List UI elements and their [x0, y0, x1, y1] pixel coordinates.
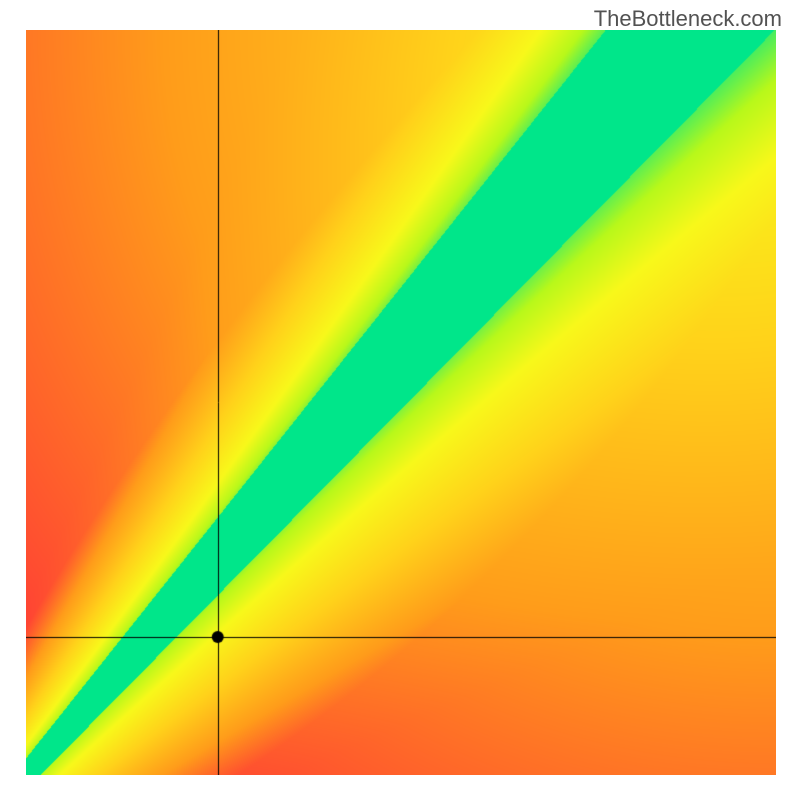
chart-container: TheBottleneck.com: [0, 0, 800, 800]
heatmap-canvas: [26, 30, 776, 775]
watermark-text: TheBottleneck.com: [594, 6, 782, 32]
plot-area: [26, 30, 776, 775]
